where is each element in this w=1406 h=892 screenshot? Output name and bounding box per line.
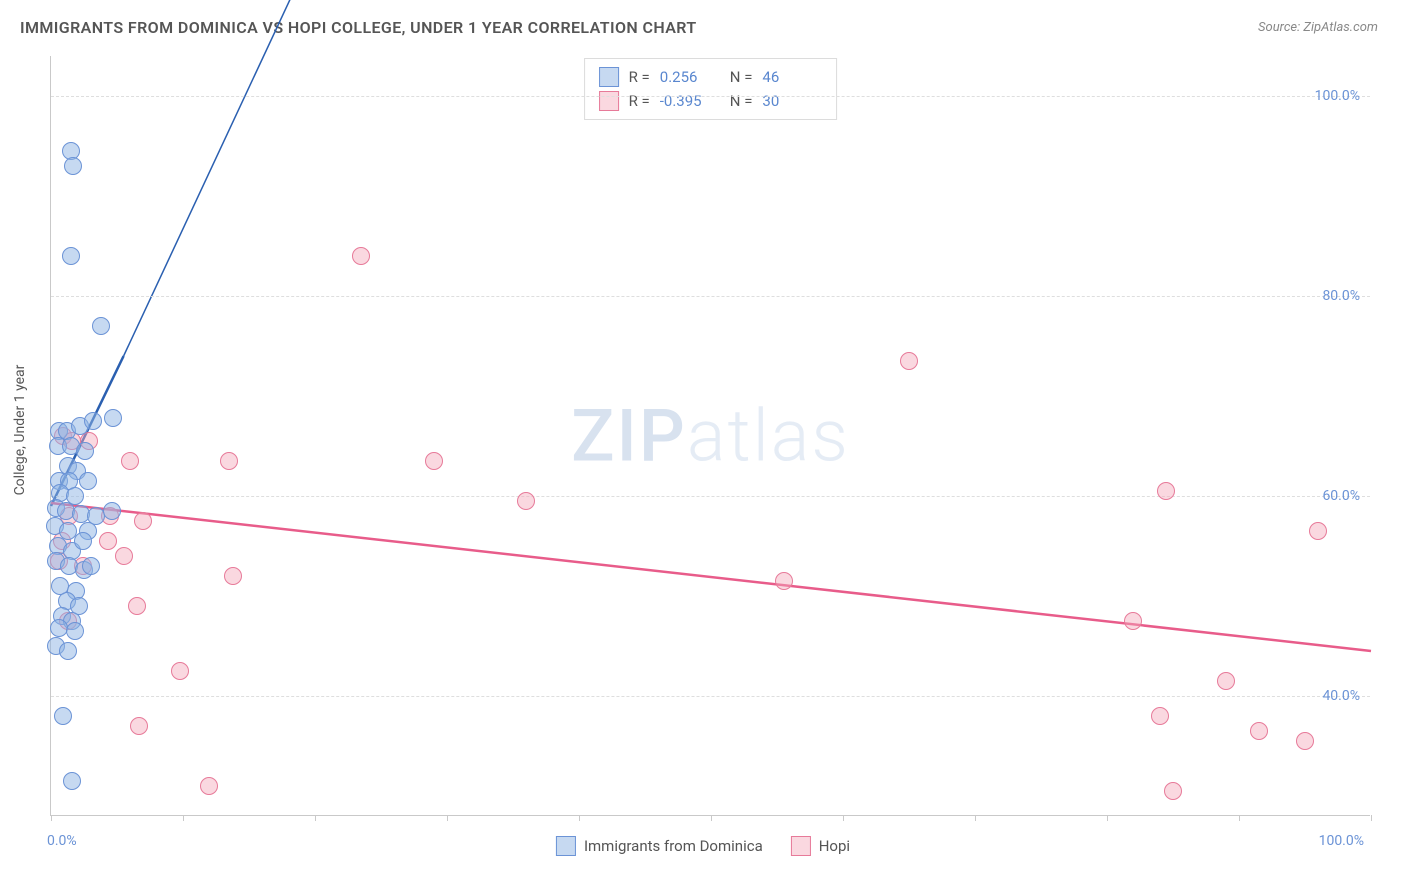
data-point: [220, 452, 238, 470]
y-tick-label: 40.0%: [1322, 688, 1360, 704]
x-axis-max-label: 100.0%: [1319, 833, 1364, 849]
data-point: [92, 317, 110, 335]
x-tick: [843, 815, 844, 821]
data-point: [775, 572, 793, 590]
data-point: [54, 707, 72, 725]
n-value: 46: [762, 65, 822, 89]
watermark: ZIPatlas: [571, 393, 850, 478]
swatch-icon: [556, 836, 576, 856]
x-tick: [975, 815, 976, 821]
r-value: -0.395: [660, 89, 720, 113]
data-point: [900, 352, 918, 370]
data-point: [103, 502, 121, 520]
data-point: [62, 247, 80, 265]
data-point: [224, 567, 242, 585]
r-label: R =: [629, 65, 650, 89]
swatch-icon: [599, 91, 619, 111]
data-point: [74, 532, 92, 550]
x-tick: [1107, 815, 1108, 821]
data-point: [1309, 522, 1327, 540]
swatch-icon: [599, 67, 619, 87]
x-tick: [1239, 815, 1240, 821]
series-label: Immigrants from Dominica: [584, 837, 763, 855]
data-point: [1151, 707, 1169, 725]
data-point: [352, 247, 370, 265]
x-tick: [1371, 815, 1372, 821]
data-point: [134, 512, 152, 530]
n-label: N =: [730, 65, 753, 89]
data-point: [59, 642, 77, 660]
data-point: [425, 452, 443, 470]
x-axis-min-label: 0.0%: [47, 833, 77, 849]
r-value: 0.256: [660, 65, 720, 89]
data-point: [79, 472, 97, 490]
gridline: [51, 696, 1370, 697]
data-point: [1296, 732, 1314, 750]
x-tick: [51, 815, 52, 821]
chart-title: IMMIGRANTS FROM DOMINICA VS HOPI COLLEGE…: [20, 18, 697, 37]
data-point: [200, 777, 218, 795]
data-point: [104, 409, 122, 427]
y-tick-label: 60.0%: [1322, 488, 1360, 504]
data-point: [171, 662, 189, 680]
r-label: R =: [629, 89, 650, 113]
gridline: [51, 296, 1370, 297]
x-tick: [579, 815, 580, 821]
trendlines-svg: [51, 56, 1371, 816]
y-tick-label: 100.0%: [1315, 88, 1360, 104]
correlation-legend: R = 0.256 N = 46 R = -0.395 N = 30: [584, 58, 838, 120]
y-tick-label: 80.0%: [1322, 288, 1360, 304]
swatch-icon: [791, 836, 811, 856]
data-point: [1250, 722, 1268, 740]
data-point: [99, 532, 117, 550]
x-tick: [711, 815, 712, 821]
data-point: [1157, 482, 1175, 500]
series-legend: Immigrants from Dominica Hopi: [556, 836, 850, 856]
data-point: [130, 717, 148, 735]
y-axis-label: College, Under 1 year: [12, 365, 28, 496]
data-point: [63, 772, 81, 790]
n-value: 30: [762, 89, 822, 113]
x-tick: [447, 815, 448, 821]
legend-item-series2: Hopi: [791, 836, 850, 856]
legend-row-series2: R = -0.395 N = 30: [599, 89, 823, 113]
n-label: N =: [730, 89, 753, 113]
data-point: [517, 492, 535, 510]
x-tick: [315, 815, 316, 821]
data-point: [1124, 612, 1142, 630]
legend-row-series1: R = 0.256 N = 46: [599, 65, 823, 89]
legend-item-series1: Immigrants from Dominica: [556, 836, 763, 856]
data-point: [1164, 782, 1182, 800]
data-point: [84, 412, 102, 430]
data-point: [115, 547, 133, 565]
x-tick: [183, 815, 184, 821]
data-point: [128, 597, 146, 615]
data-point: [76, 442, 94, 460]
data-point: [64, 157, 82, 175]
data-point: [121, 452, 139, 470]
series-label: Hopi: [819, 837, 850, 855]
scatter-chart: ZIPatlas R = 0.256 N = 46 R = -0.395 N =…: [50, 56, 1370, 816]
data-point: [1217, 672, 1235, 690]
data-point: [66, 622, 84, 640]
data-point: [82, 557, 100, 575]
source-attribution: Source: ZipAtlas.com: [1258, 20, 1378, 35]
gridline: [51, 96, 1370, 97]
